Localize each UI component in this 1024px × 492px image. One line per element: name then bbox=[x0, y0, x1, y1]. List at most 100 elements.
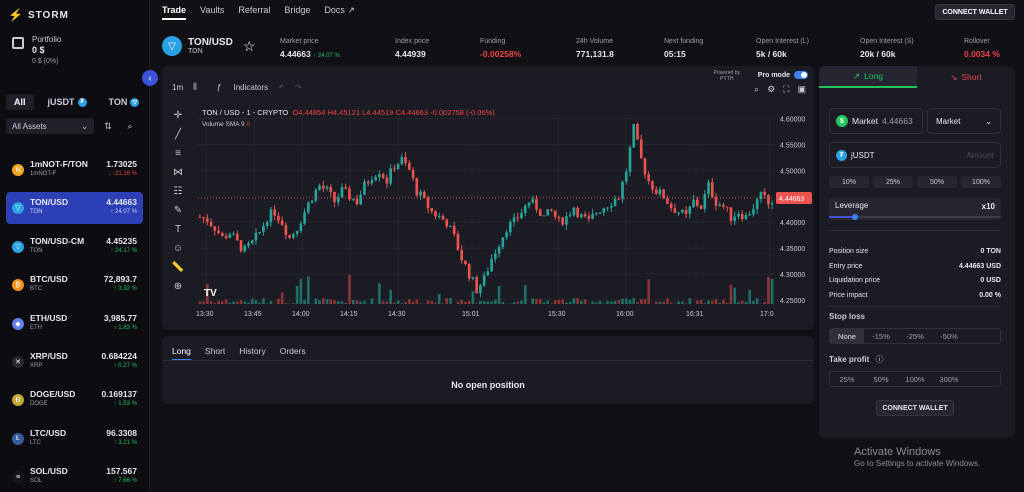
settings-icon[interactable]: ⚙ bbox=[767, 84, 776, 94]
volume-bar bbox=[340, 301, 344, 304]
volume-bar bbox=[437, 293, 441, 304]
candle-body bbox=[696, 199, 699, 206]
interval-button[interactable]: 1m bbox=[172, 82, 184, 92]
emoji-icon[interactable]: ☺ bbox=[172, 243, 184, 254]
tab-short[interactable]: Short bbox=[204, 346, 226, 356]
top-nav: Trade Vaults Referral Bridge Docs ↗ bbox=[162, 5, 355, 20]
connect-wallet-button[interactable]: CONNECT WALLET bbox=[935, 4, 1015, 20]
asset-item[interactable]: ▽ TON/USD TON 4.44663 ↑ 24.07 % bbox=[6, 192, 143, 225]
asset-item[interactable]: ◆ ETH/USD ETH 3,985.77 ↑ 1.83 % bbox=[6, 308, 143, 340]
chevron-left-icon: ‹ bbox=[148, 72, 152, 84]
search-icon[interactable]: ⌕ bbox=[127, 120, 133, 131]
filter-jusdt[interactable]: jUSDT ₮ bbox=[40, 94, 95, 110]
asset-item[interactable]: Ł LTC/USD LTC 96.3308 ↑ 3.21 % bbox=[6, 423, 143, 455]
price-chart[interactable]: 4.600004.550004.500004.450004.400004.350… bbox=[162, 66, 814, 330]
filter-ton[interactable]: TON ▽ bbox=[101, 94, 148, 110]
stat-value: 5k / 60k bbox=[756, 48, 809, 60]
ruler-icon[interactable]: 📏 bbox=[171, 262, 185, 273]
asset-item[interactable]: ≡ SOL/USD SOL 157.567 ↑ 7.66 % bbox=[6, 461, 143, 492]
favorite-star-icon[interactable]: ☆ bbox=[242, 37, 256, 54]
assets-dropdown-label: All Assets bbox=[12, 121, 47, 131]
take-profit-option[interactable] bbox=[966, 372, 1000, 386]
collapse-sidebar-button[interactable]: ‹ bbox=[142, 70, 158, 86]
stop-loss-option[interactable] bbox=[966, 329, 1000, 343]
asset-item[interactable]: ▽ TON/USD-CM TON 4.45235 ↑ 24.17 % bbox=[6, 231, 143, 263]
nav-docs[interactable]: Docs ↗ bbox=[324, 5, 355, 15]
leverage-knob[interactable] bbox=[851, 214, 858, 220]
stat-value: 05:15 bbox=[664, 48, 703, 60]
candle-body bbox=[344, 187, 348, 189]
stop-loss-option[interactable]: -50% bbox=[940, 331, 958, 341]
hlines-icon[interactable]: ≡ bbox=[175, 148, 181, 159]
camera-icon[interactable]: ▣ bbox=[797, 84, 806, 94]
tab-history[interactable]: History bbox=[239, 346, 266, 356]
connect-wallet-button-panel[interactable]: CONNECT WALLET bbox=[876, 400, 954, 416]
crosshair-icon[interactable]: ✛ bbox=[173, 110, 183, 121]
candle-body bbox=[565, 216, 568, 225]
nav-trade[interactable]: Trade bbox=[162, 5, 187, 20]
stop-loss-option[interactable]: None bbox=[830, 329, 864, 343]
candle-body bbox=[523, 205, 527, 214]
take-profit-option[interactable]: 300% bbox=[939, 374, 959, 384]
redo-icon[interactable]: ↷ bbox=[294, 82, 302, 92]
market-price-field[interactable]: $ Market 4.44663 bbox=[829, 108, 923, 134]
order-type-select[interactable]: Market ⌄ bbox=[927, 108, 1001, 134]
take-profit-option[interactable]: 100% bbox=[905, 374, 925, 384]
long-tab[interactable]: ↗ Long bbox=[819, 66, 917, 88]
candle-body bbox=[531, 199, 535, 203]
brand-logo[interactable]: ⚡ STORM bbox=[8, 8, 69, 22]
asset-item[interactable]: Ð DOGE/USD DOGE 0.169137 ↑ 1.53 % bbox=[6, 384, 143, 416]
info-icon[interactable]: ⓘ bbox=[875, 355, 884, 364]
sort-icon[interactable]: ⇅ bbox=[104, 120, 112, 131]
tab-long[interactable]: Long bbox=[172, 346, 191, 361]
amount-input[interactable]: ₮ jUSDT Amount bbox=[829, 142, 1001, 168]
percent-button-10[interactable]: 10% bbox=[829, 176, 869, 188]
percent-button-25[interactable]: 25% bbox=[873, 176, 913, 188]
fib-icon[interactable]: ☷ bbox=[173, 186, 183, 197]
pyth-attribution: Powered by PYTH bbox=[714, 70, 740, 82]
volume-bar bbox=[718, 302, 722, 304]
volume-bar bbox=[292, 303, 295, 304]
volume-bar bbox=[688, 298, 692, 304]
volume-bar bbox=[628, 299, 632, 304]
asset-item[interactable]: ✕ XRP/USD XRP 0.684224 ↑ 0.27 % bbox=[6, 346, 143, 378]
indicators-button[interactable]: ƒ Indicators bbox=[207, 83, 268, 92]
fullscreen-icon[interactable]: ⛶ bbox=[783, 84, 790, 94]
short-tab[interactable]: ↘ Short bbox=[917, 66, 1015, 88]
stop-loss-option[interactable]: -15% bbox=[872, 331, 890, 341]
zoom-icon[interactable]: ⌕ bbox=[754, 84, 760, 94]
filter-all[interactable]: All bbox=[6, 94, 34, 110]
asset-item[interactable]: N 1mNOT-F/TON 1mNOT-F 1.73025 ↓ -21.16 % bbox=[6, 154, 143, 186]
take-profit-option[interactable]: 50% bbox=[873, 374, 889, 384]
portfolio-summary[interactable]: Portfolio 0 $ 0 $ (0%) bbox=[12, 34, 61, 67]
asset-item[interactable]: ₿ BTC/USD BTC 72,893.7 ↑ 3.32 % bbox=[6, 269, 143, 301]
tab-orders[interactable]: Orders bbox=[279, 346, 306, 356]
pro-mode-toggle[interactable]: Pro mode bbox=[758, 71, 808, 79]
brush-icon[interactable]: ✎ bbox=[173, 205, 183, 216]
candle-body bbox=[243, 245, 247, 252]
assets-dropdown[interactable]: All Assets ⌄ bbox=[6, 118, 94, 134]
percent-button-50[interactable]: 50% bbox=[917, 176, 957, 188]
candle-body bbox=[224, 235, 228, 238]
nav-bridge[interactable]: Bridge bbox=[284, 5, 311, 15]
candle-body bbox=[221, 233, 224, 236]
volume-bar bbox=[696, 300, 699, 304]
trendline-icon[interactable]: ╱ bbox=[174, 129, 182, 140]
zoom-in-icon[interactable]: ⊕ bbox=[173, 281, 183, 292]
take-profit-option[interactable]: 25% bbox=[839, 374, 855, 384]
candle-body bbox=[430, 208, 434, 212]
toggle-switch[interactable] bbox=[794, 71, 808, 79]
pattern-icon[interactable]: ⋈ bbox=[173, 167, 183, 178]
text-icon[interactable]: T bbox=[174, 224, 182, 235]
volume-bar bbox=[232, 301, 235, 304]
percent-button-100[interactable]: 100% bbox=[961, 176, 1001, 188]
candlestick-chart[interactable]: 4.600004.550004.500004.450004.400004.350… bbox=[162, 66, 814, 330]
undo-icon[interactable]: ↶ bbox=[278, 82, 285, 92]
asset-price: 96.3308 bbox=[106, 427, 137, 438]
volume-bar bbox=[284, 303, 288, 304]
nav-referral[interactable]: Referral bbox=[238, 5, 271, 15]
nav-vaults[interactable]: Vaults bbox=[200, 5, 225, 15]
stop-loss-option[interactable]: -25% bbox=[906, 331, 924, 341]
leverage-slider[interactable]: Leverage x10 bbox=[829, 198, 1001, 220]
candle-type-icon[interactable]: ⫼ bbox=[193, 82, 197, 91]
